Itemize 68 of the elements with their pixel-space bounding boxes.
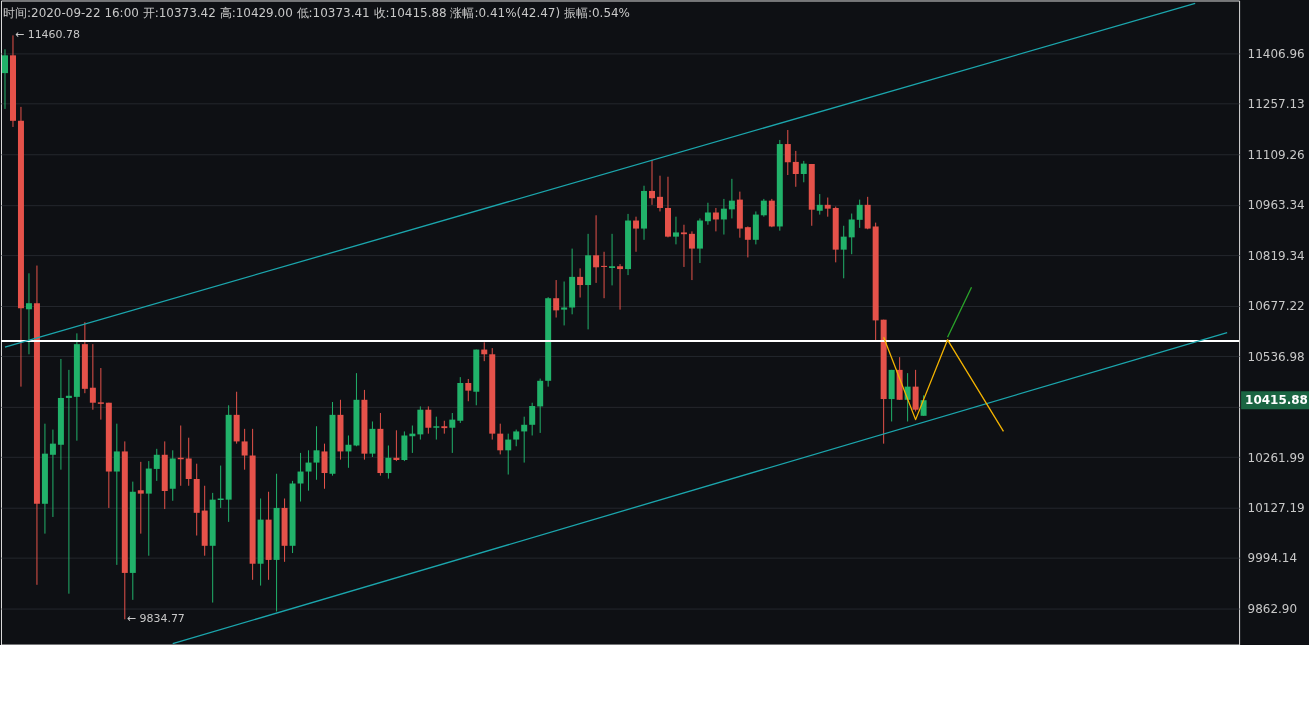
candlestick bbox=[425, 405, 432, 435]
candlestick bbox=[912, 369, 919, 413]
annotation: ← 9834.77 bbox=[126, 612, 185, 626]
candlestick bbox=[153, 448, 160, 482]
candlestick bbox=[113, 423, 120, 566]
candlestick bbox=[657, 175, 663, 212]
candlestick bbox=[704, 202, 711, 226]
candlestick bbox=[744, 225, 751, 258]
y-tick-label: 10536.98 bbox=[1247, 349, 1305, 364]
candlestick bbox=[617, 263, 624, 311]
candlestick bbox=[728, 178, 735, 219]
candlestick bbox=[720, 198, 727, 236]
annotation: ← 11460.78 bbox=[14, 28, 81, 42]
candlestick bbox=[609, 233, 616, 286]
candlestick bbox=[633, 216, 640, 253]
candlestick bbox=[241, 428, 248, 471]
candlestick bbox=[49, 429, 56, 518]
candlestick bbox=[601, 251, 608, 299]
candlestick bbox=[848, 213, 855, 255]
candlestick bbox=[497, 423, 504, 455]
candlestick bbox=[816, 193, 823, 216]
candlestick bbox=[297, 452, 304, 503]
candlestick bbox=[505, 433, 512, 476]
candlestick bbox=[65, 369, 72, 595]
candlestick bbox=[449, 412, 456, 454]
y-tick-label: 11406.96 bbox=[1247, 46, 1305, 61]
candlestick bbox=[97, 367, 104, 421]
candlestick bbox=[345, 435, 352, 469]
candlestick bbox=[824, 197, 831, 218]
candlestick bbox=[649, 159, 655, 206]
candlestick bbox=[305, 449, 312, 492]
candlestick bbox=[864, 196, 871, 230]
candlestick bbox=[680, 224, 687, 268]
candlestick bbox=[89, 343, 96, 411]
y-tick-label: 10819.34 bbox=[1247, 248, 1305, 263]
candlestick bbox=[529, 402, 536, 436]
annotation: 时间:2020-09-22 16:00 开:10373.42 高:10429.00 低:10373.41 收:10415.88 涨幅:0.41%(42.47) 振幅:0.54% bbox=[3, 6, 630, 21]
candlestick bbox=[385, 445, 392, 480]
candlestick bbox=[688, 230, 695, 281]
candlestick bbox=[25, 272, 32, 355]
y-tick-label: 10127.19 bbox=[1247, 500, 1305, 515]
y-tick-label: 11109.26 bbox=[1247, 147, 1305, 162]
candlestick bbox=[2, 48, 8, 110]
y-tick-label: 11257.13 bbox=[1247, 97, 1305, 112]
candlestick bbox=[393, 429, 400, 462]
candlestick bbox=[137, 461, 144, 535]
candlestick bbox=[577, 267, 584, 298]
candlestick bbox=[792, 150, 799, 188]
candlestick bbox=[521, 416, 528, 464]
candlestick bbox=[784, 129, 791, 176]
candlestick bbox=[840, 225, 847, 279]
candlestick bbox=[800, 160, 807, 183]
candlestick bbox=[593, 214, 600, 284]
y-tick-label: 9862.90 bbox=[1247, 601, 1298, 616]
candlestick bbox=[712, 207, 719, 232]
candlestick bbox=[313, 425, 320, 481]
candlestick bbox=[433, 416, 440, 441]
candlestick bbox=[465, 378, 472, 402]
y-tick-label: 10963.34 bbox=[1247, 198, 1305, 213]
candlestick bbox=[561, 280, 568, 326]
candlestick bbox=[672, 216, 679, 245]
candlestick bbox=[856, 199, 863, 229]
candlestick bbox=[553, 279, 560, 319]
y-tick-label: 9994.14 bbox=[1247, 551, 1298, 566]
y-tick-label: 10677.22 bbox=[1247, 299, 1305, 314]
y-tick-label: 10261.99 bbox=[1247, 450, 1305, 465]
text: 10415.88 bbox=[1245, 393, 1308, 408]
candlestick bbox=[185, 437, 192, 487]
